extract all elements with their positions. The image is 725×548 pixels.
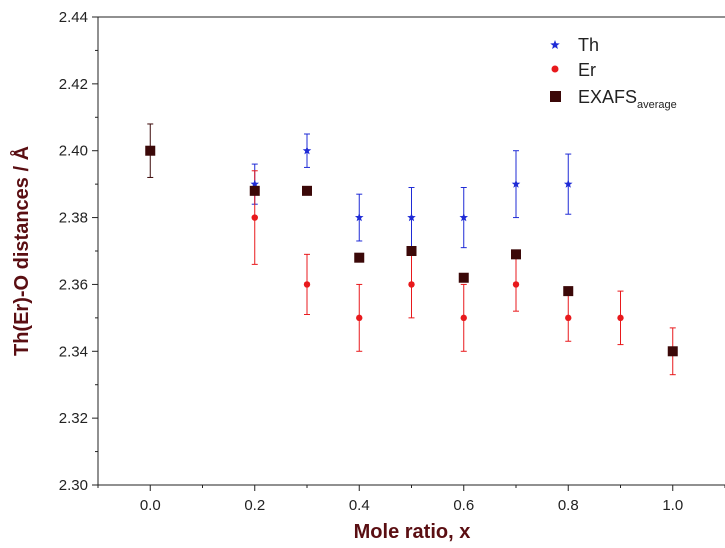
legend-th-label: Th [578, 35, 599, 55]
legend-exafs-main: EXAFS [578, 87, 637, 107]
exafs-point [249, 185, 260, 196]
th-point [563, 179, 573, 188]
exafs-point [667, 346, 678, 357]
x-tick-label: 0.2 [244, 497, 265, 514]
th-point [250, 179, 260, 188]
x-tick-label: 0.0 [140, 497, 161, 514]
y-tick-label: 2.34 [59, 343, 88, 360]
y-axis-ticks: 2.30 2.32 2.34 2.36 2.38 2.40 2.42 2.44 [59, 9, 98, 494]
x-tick-label: 1.0 [662, 497, 683, 514]
x-axis-ticks: 0.0 0.2 0.4 0.6 0.8 1.0 [97, 485, 725, 514]
th-point [354, 213, 364, 222]
y-tick-label: 2.36 [59, 276, 88, 293]
x-tick-label: 0.8 [558, 497, 579, 514]
legend-item-th: Th [550, 35, 599, 55]
exafs-point [563, 286, 574, 297]
x-tick-label: 0.6 [453, 497, 474, 514]
exafs-point [458, 272, 469, 283]
exafs-point [354, 252, 365, 263]
exafs-point [511, 249, 521, 260]
legend-er-marker [551, 65, 559, 73]
exafs-point [406, 246, 417, 256]
exafs-point [302, 185, 312, 196]
legend-th-marker [550, 40, 560, 50]
er-point [251, 214, 258, 221]
exafs-point [145, 145, 156, 156]
y-tick-label: 2.40 [59, 143, 88, 160]
x-axis-title: Mole ratio, x [354, 521, 471, 543]
y-tick-label: 2.32 [59, 410, 88, 427]
y-tick-label: 2.30 [59, 477, 88, 494]
legend-exafs-subscript: average [637, 99, 677, 111]
legend-er-label: Er [578, 60, 596, 80]
er-point [512, 281, 520, 288]
th-point [302, 146, 312, 155]
th-point [407, 213, 416, 222]
y-axis-title: Th(Er)-O distances / Å [9, 146, 33, 356]
er-point [617, 314, 624, 322]
legend-item-exafs: EXAFSaverage [550, 87, 677, 111]
legend-exafs-label: EXAFSaverage [578, 87, 677, 111]
y-tick-label: 2.42 [59, 76, 88, 93]
er-point [460, 314, 467, 322]
legend-item-er: Er [551, 60, 596, 80]
er-point [303, 281, 311, 288]
er-point [408, 281, 415, 288]
data-markers [145, 145, 678, 357]
th-point [511, 179, 521, 188]
legend-exafs-marker [550, 91, 561, 102]
er-point [565, 314, 572, 322]
legend: Th Er EXAFSaverage [550, 35, 677, 111]
y-tick-label: 2.44 [59, 9, 88, 26]
y-tick-label: 2.38 [59, 210, 88, 227]
th-point [459, 213, 469, 222]
x-tick-label: 0.4 [349, 497, 370, 514]
er-point [356, 314, 363, 322]
